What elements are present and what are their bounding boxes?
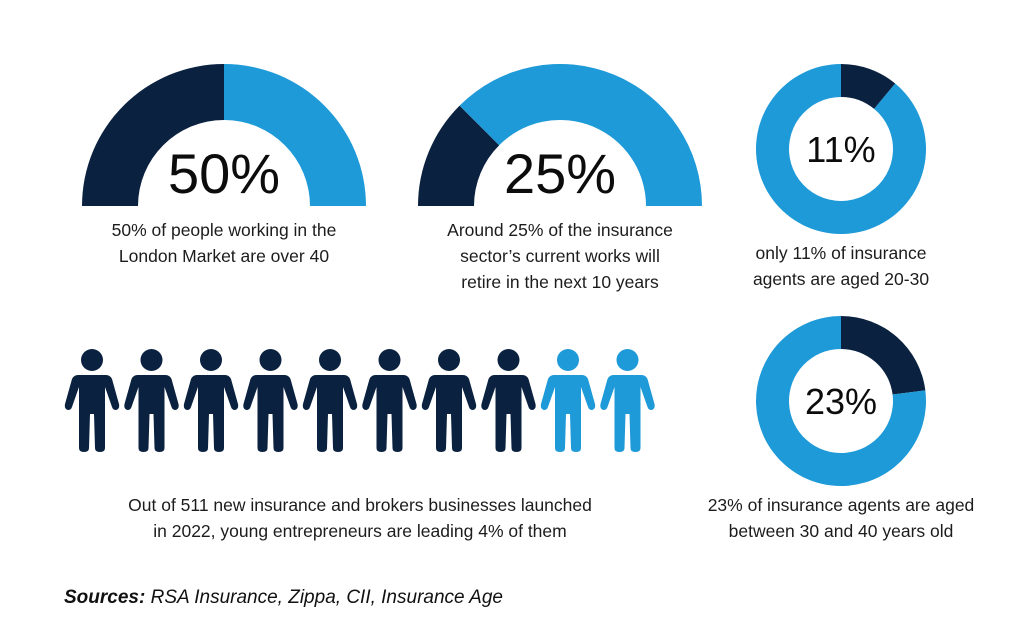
caption-line: in 2022, young entrepreneurs are leading… <box>153 521 567 541</box>
person-icon <box>64 349 120 452</box>
gauge-segment-light <box>224 64 366 206</box>
gauge-caption-london-market: 50% of people working in the London Mark… <box>82 217 366 269</box>
donut-svg <box>756 64 926 234</box>
pictograph-caption: Out of 511 new insurance and brokers bus… <box>60 492 660 544</box>
sources-label: Sources: <box>64 587 146 608</box>
donut-value: 23% <box>804 381 878 422</box>
gauge-segment-dark <box>418 105 500 206</box>
caption-line: 23% of insurance agents are aged <box>707 495 975 515</box>
caption-line: Around 25% of the insurance <box>447 220 673 240</box>
caption-line: agents are aged 20-30 <box>752 269 930 289</box>
person-icon <box>124 349 179 452</box>
caption-line: only 11% of insurance <box>755 243 927 263</box>
gauge-svg <box>82 64 366 206</box>
person-icon <box>183 349 239 452</box>
person-icon <box>481 349 536 452</box>
people-pictograph <box>60 348 660 452</box>
pictograph-svg <box>64 349 655 452</box>
donut-chart-agents-30-40: 23% <box>756 316 926 486</box>
person-icon <box>302 349 358 452</box>
person-icon <box>540 349 596 452</box>
donut-caption-agents-20-30: only 11% of insurance agents are aged 20… <box>716 240 966 292</box>
caption-line: Out of 511 new insurance and brokers bus… <box>128 495 592 515</box>
gauge-segment-dark <box>82 64 224 206</box>
donut-value: 11% <box>806 129 876 170</box>
donut-svg <box>756 316 926 486</box>
donut-segment-dark <box>841 64 896 109</box>
gauge-value: 25% <box>503 142 617 205</box>
caption-line: between 30 and 40 years old <box>728 521 954 541</box>
person-icon <box>362 349 417 452</box>
person-icon <box>600 349 655 452</box>
donut-segment-dark <box>841 316 926 395</box>
person-icon <box>421 349 477 452</box>
caption-line: London Market are over 40 <box>118 246 330 266</box>
donut-segment-light <box>756 316 926 486</box>
gauge-caption-retirement: Around 25% of the insurance sector’s cur… <box>410 217 710 295</box>
sources-note: Sources: RSA Insurance, Zippa, CII, Insu… <box>64 587 503 609</box>
gauge-segment-light <box>459 63 702 206</box>
donut-caption-agents-30-40: 23% of insurance agents are aged between… <box>686 492 996 544</box>
gauge-svg <box>418 63 702 206</box>
gauge-chart-retirement: 25% <box>418 63 702 206</box>
donut-chart-agents-20-30: 11% <box>756 64 926 234</box>
gauge-value: 50% <box>167 142 281 205</box>
gauge-chart-london-market: 50% <box>82 64 366 206</box>
donut-segment-light <box>756 64 926 234</box>
caption-line: sector’s current works will <box>460 246 660 266</box>
caption-line: 50% of people working in the <box>111 220 337 240</box>
person-icon <box>243 349 298 452</box>
caption-line: retire in the next 10 years <box>461 272 659 292</box>
sources-text: RSA Insurance, Zippa, CII, Insurance Age <box>145 587 503 608</box>
